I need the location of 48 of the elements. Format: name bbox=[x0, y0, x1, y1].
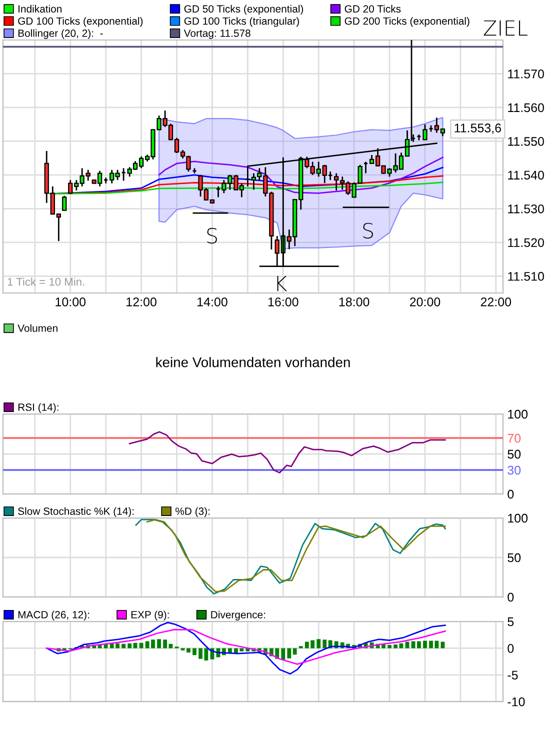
text: keine Volumendaten vorhanden bbox=[156, 357, 350, 368]
y-tick-label: -10 bbox=[508, 697, 525, 706]
y-tick-label: 11.530 bbox=[508, 204, 544, 214]
legend-label: MACD (26, 12): bbox=[18, 610, 89, 620]
legend-label: GD 20 Ticks bbox=[344, 4, 401, 13]
legend-label: Volumen bbox=[18, 324, 58, 332]
legend-label: Slow Stochastic %K (14): bbox=[18, 507, 134, 517]
annotation: S bbox=[363, 222, 373, 239]
y-tick-label: 100 bbox=[508, 410, 528, 419]
y-tick-label: 0 bbox=[508, 644, 514, 653]
legend-label: Bollinger (20, 2): - bbox=[18, 29, 103, 39]
y-tick-label: 50 bbox=[508, 553, 521, 562]
y-tick-label: 11.550 bbox=[508, 137, 544, 146]
x-tick-label: 16:00 bbox=[268, 297, 298, 306]
y-tick-label: 11.560 bbox=[508, 103, 544, 112]
legend-label: GD 200 Ticks (exponential) bbox=[344, 17, 470, 27]
x-tick-label: 22:00 bbox=[480, 297, 512, 306]
x-tick-label: 12:00 bbox=[126, 297, 156, 306]
y-tick-label: 30 bbox=[508, 466, 521, 475]
y-tick-label: -5 bbox=[508, 670, 518, 680]
y-tick-label: 0 bbox=[508, 592, 514, 602]
y-tick-label: 11.520 bbox=[508, 238, 544, 248]
legend-label: EXP (9): bbox=[131, 610, 169, 620]
annotation: 11.553,6 bbox=[454, 124, 502, 134]
legend-label: Vortag: 11.578 bbox=[184, 30, 250, 39]
y-tick-label: 11.570 bbox=[508, 70, 544, 78]
legend-label: %D (3): bbox=[176, 507, 210, 517]
text: ZIEL bbox=[484, 20, 528, 36]
annotation: K bbox=[277, 276, 288, 292]
x-tick-label: 10:00 bbox=[56, 297, 86, 306]
y-tick-label: 70 bbox=[508, 434, 521, 443]
x-tick-label: 20:00 bbox=[410, 297, 440, 306]
legend-label: Indikation bbox=[18, 4, 62, 13]
legend-label: GD 100 Ticks (exponential) bbox=[18, 17, 143, 27]
legend-label: GD 100 Ticks (triangular) bbox=[184, 17, 299, 27]
y-tick-label: 0 bbox=[508, 490, 514, 499]
y-tick-label: 5 bbox=[508, 617, 514, 626]
y-tick-label: 11.510 bbox=[508, 272, 544, 281]
annotation: 1 Tick = 10 Min. bbox=[8, 278, 84, 286]
legend-label: Divergence: bbox=[211, 610, 265, 620]
y-tick-label: 50 bbox=[508, 450, 521, 459]
y-tick-label: 100 bbox=[508, 514, 528, 523]
x-tick-label: 14:00 bbox=[198, 297, 228, 306]
x-tick-label: 18:00 bbox=[339, 297, 370, 306]
legend-label: RSI (14): bbox=[18, 403, 58, 413]
y-tick-label: 11.540 bbox=[508, 170, 544, 180]
legend-label: GD 50 Ticks (exponential) bbox=[184, 4, 304, 15]
annotation: S bbox=[207, 228, 217, 244]
